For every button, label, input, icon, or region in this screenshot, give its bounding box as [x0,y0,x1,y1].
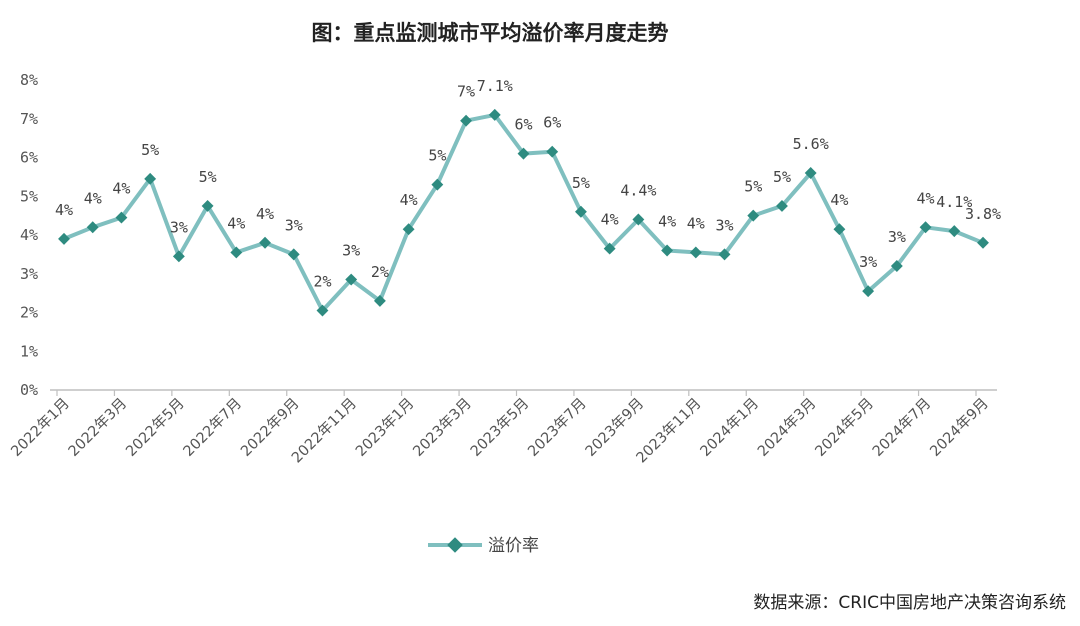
data-label: 5% [744,178,762,196]
data-point [747,209,760,222]
legend-label: 溢价率 [488,536,539,556]
data-label: 5.6% [793,135,829,153]
series-line-yijialv [63,112,984,313]
data-point [574,205,587,218]
data-point [201,199,214,212]
data-label: 3% [716,216,734,234]
data-point [86,221,99,234]
data-point [632,213,645,226]
data-label: 4.4% [620,182,656,200]
data-point [804,167,817,179]
data-point [115,211,128,224]
data-label: 4% [687,214,705,232]
x-tick-label: 2022年7月 [180,395,245,460]
x-tick-label: 2023年1月 [352,395,417,460]
series-markers [58,108,989,317]
x-tick-label: 2022年1月 [8,395,73,460]
data-label: 4% [658,213,676,231]
x-tick-label: 2022年5月 [123,395,188,460]
data-label: 4% [917,189,935,207]
data-point [230,246,243,259]
data-label: 5% [141,141,159,159]
data-label: 3% [859,253,877,271]
x-tick-label: 2024年7月 [869,395,934,460]
data-label: 5% [572,174,590,192]
data-point [890,260,903,272]
data-label: 5% [428,147,446,165]
data-label: 2% [371,263,389,281]
data-point [517,147,530,160]
data-label: 7.1% [477,77,513,95]
data-point [58,232,70,245]
x-tick-label: 2023年7月 [525,395,590,460]
data-point [546,145,559,158]
x-tick-label: 2022年3月 [65,395,130,460]
data-label: 5% [199,168,217,186]
x-tick-label: 2024年1月 [697,395,762,460]
data-point [661,244,674,257]
data-point [345,273,358,286]
data-label: 4% [84,189,102,207]
x-tick-label: 2024年5月 [812,395,877,460]
data-label: 7% [457,83,475,101]
data-label: 6% [543,114,561,132]
data-label: 6% [514,116,532,134]
y-tick-label: 4% [20,226,38,244]
data-label: 3.8% [965,205,1001,223]
y-tick-label: 3% [20,265,38,283]
y-tick-label: 8% [20,71,38,89]
chart-title: 图：重点监测城市平均溢价率月度走势 [312,21,669,45]
legend-marker [447,537,463,553]
data-label: 3% [170,218,188,236]
data-point [373,294,386,307]
x-tick-label: 2024年9月 [927,395,992,460]
data-label: 4% [256,205,274,223]
data-label: 3% [342,242,360,260]
data-point [144,172,157,185]
data-label: 3% [888,228,906,246]
data-point [977,236,989,249]
y-tick-label: 5% [20,187,38,205]
data-point [259,236,271,249]
data-point [460,114,473,127]
data-label: 2% [313,273,331,291]
data-label: 4% [55,201,73,219]
x-tick-label: 2024年3月 [754,395,819,460]
y-tick-label: 1% [20,342,38,360]
data-point [776,199,788,212]
data-point [689,246,702,259]
data-label: 4% [400,191,418,209]
x-tick-label: 2023年3月 [410,395,475,460]
y-tick-label: 0% [20,381,38,399]
data-label: 4% [601,211,619,229]
data-point [172,250,185,263]
data-point [718,248,731,261]
y-axis: 0% 1% 2% 3% 4% 5% 6% 7% 8% [20,71,38,399]
y-tick-label: 6% [20,149,38,167]
data-point [603,242,616,255]
data-label: 4% [830,191,848,209]
data-point [833,223,846,236]
data-label: 5% [773,168,791,186]
y-tick-label: 7% [20,110,38,128]
data-label: 4% [112,180,130,198]
data-point [862,285,875,298]
data-point [919,221,932,234]
data-label: 4.1% [936,193,972,211]
data-point [948,225,961,238]
data-point [316,304,329,317]
x-axis: 2022年1月2022年3月2022年5月2022年7月2022年9月2022年… [8,390,992,466]
data-label: 3% [285,216,303,234]
data-label: 4% [227,214,245,232]
source-note: 数据来源：CRIC中国房地产决策咨询系统 [753,593,1066,613]
x-tick-label: 2023年5月 [467,395,532,460]
y-tick-label: 2% [20,304,38,322]
legend: 溢价率 [428,536,539,556]
data-labels: 4% 4% 4% 5% 3% 5% 4% 4% 3% 2% 3% 2% 4% 5% 7% 7.1% 6% 6% 5%… [55,77,1001,291]
